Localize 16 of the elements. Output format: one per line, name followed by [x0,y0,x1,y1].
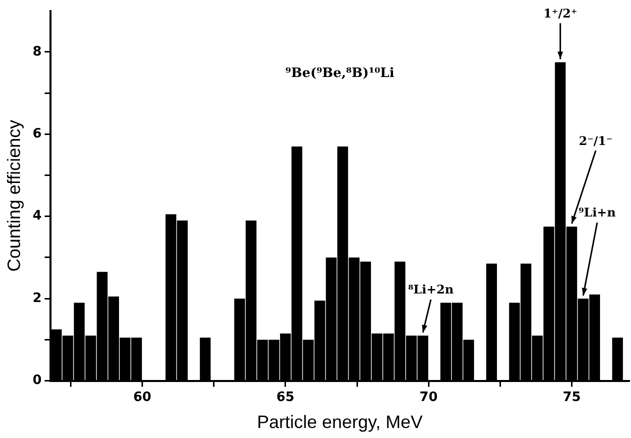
x-tick-label: 60 [133,390,152,405]
x-tick-label: 75 [562,390,581,405]
annotation: ⁸Li+2n [408,282,454,297]
y-tick-label: 4 [32,208,42,224]
annotation: ⁹Be(⁹Be,⁸B)¹⁰Li [285,66,394,82]
x-axis-title: Particle energy, MeV [256,412,423,432]
y-tick-label: 8 [32,44,42,60]
x-tick-label: 70 [420,390,438,405]
y-tick-label: 0 [32,373,42,388]
y-tick-label: 6 [32,126,42,142]
annotation: ⁹Li+n [578,206,616,220]
y-tick-label: 2 [32,290,42,306]
x-tick-label: 65 [276,390,294,405]
annotation: 2⁻/1⁻ [578,134,613,148]
annotation: 1⁺/2⁺ [543,6,578,20]
y-axis-title: Counting efficiency [4,120,24,272]
